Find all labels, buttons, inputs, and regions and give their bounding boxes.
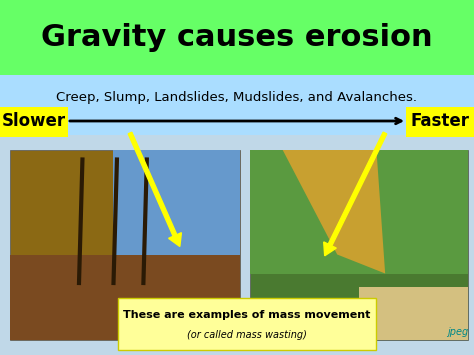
Text: Gravity causes erosion: Gravity causes erosion (41, 23, 433, 52)
Text: Faster: Faster (410, 112, 470, 130)
FancyArrow shape (324, 132, 387, 256)
FancyBboxPatch shape (359, 287, 468, 340)
Text: These are examples of mass movement: These are examples of mass movement (123, 310, 371, 320)
FancyBboxPatch shape (250, 150, 468, 235)
FancyBboxPatch shape (406, 107, 474, 137)
FancyBboxPatch shape (0, 135, 474, 355)
FancyBboxPatch shape (10, 150, 240, 340)
FancyArrow shape (128, 132, 182, 246)
Text: Slower: Slower (2, 112, 66, 130)
FancyBboxPatch shape (250, 150, 468, 340)
Text: (or called mass wasting): (or called mass wasting) (187, 331, 307, 340)
Text: jpeg: jpeg (447, 327, 468, 337)
FancyBboxPatch shape (0, 0, 474, 75)
FancyBboxPatch shape (0, 75, 474, 135)
FancyBboxPatch shape (113, 150, 240, 283)
FancyBboxPatch shape (118, 298, 376, 350)
Polygon shape (283, 150, 385, 273)
FancyBboxPatch shape (10, 255, 240, 340)
FancyBboxPatch shape (250, 150, 468, 273)
FancyBboxPatch shape (0, 107, 68, 137)
Text: Creep, Slump, Landslides, Mudslides, and Avalanches.: Creep, Slump, Landslides, Mudslides, and… (56, 91, 418, 104)
